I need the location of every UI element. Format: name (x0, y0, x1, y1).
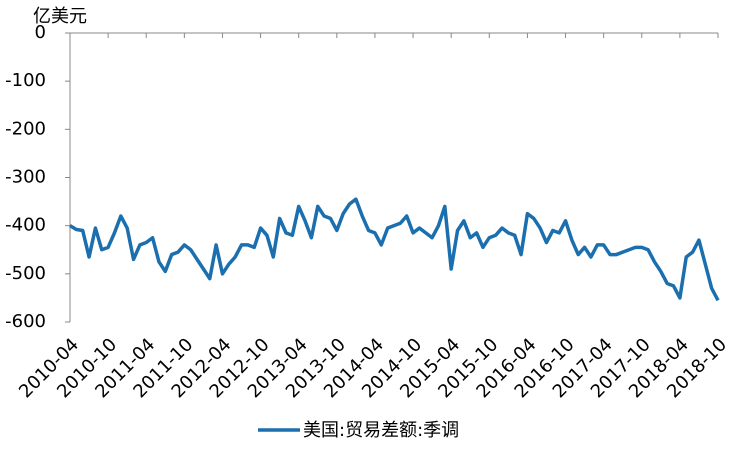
data-line (69, 197, 720, 302)
y-tick-label: -300 (5, 167, 46, 188)
y-axis-label: 亿美元 (33, 6, 87, 27)
y-tick-label: -500 (5, 263, 46, 284)
legend-label: 美国:贸易差额:季调 (303, 420, 459, 441)
y-tick-label: -600 (5, 311, 46, 332)
y-tick-label: -400 (5, 215, 46, 236)
y-tick-label: 0 (35, 22, 46, 43)
y-tick-label: -100 (5, 70, 46, 91)
y-tick-label: -200 (5, 118, 46, 139)
